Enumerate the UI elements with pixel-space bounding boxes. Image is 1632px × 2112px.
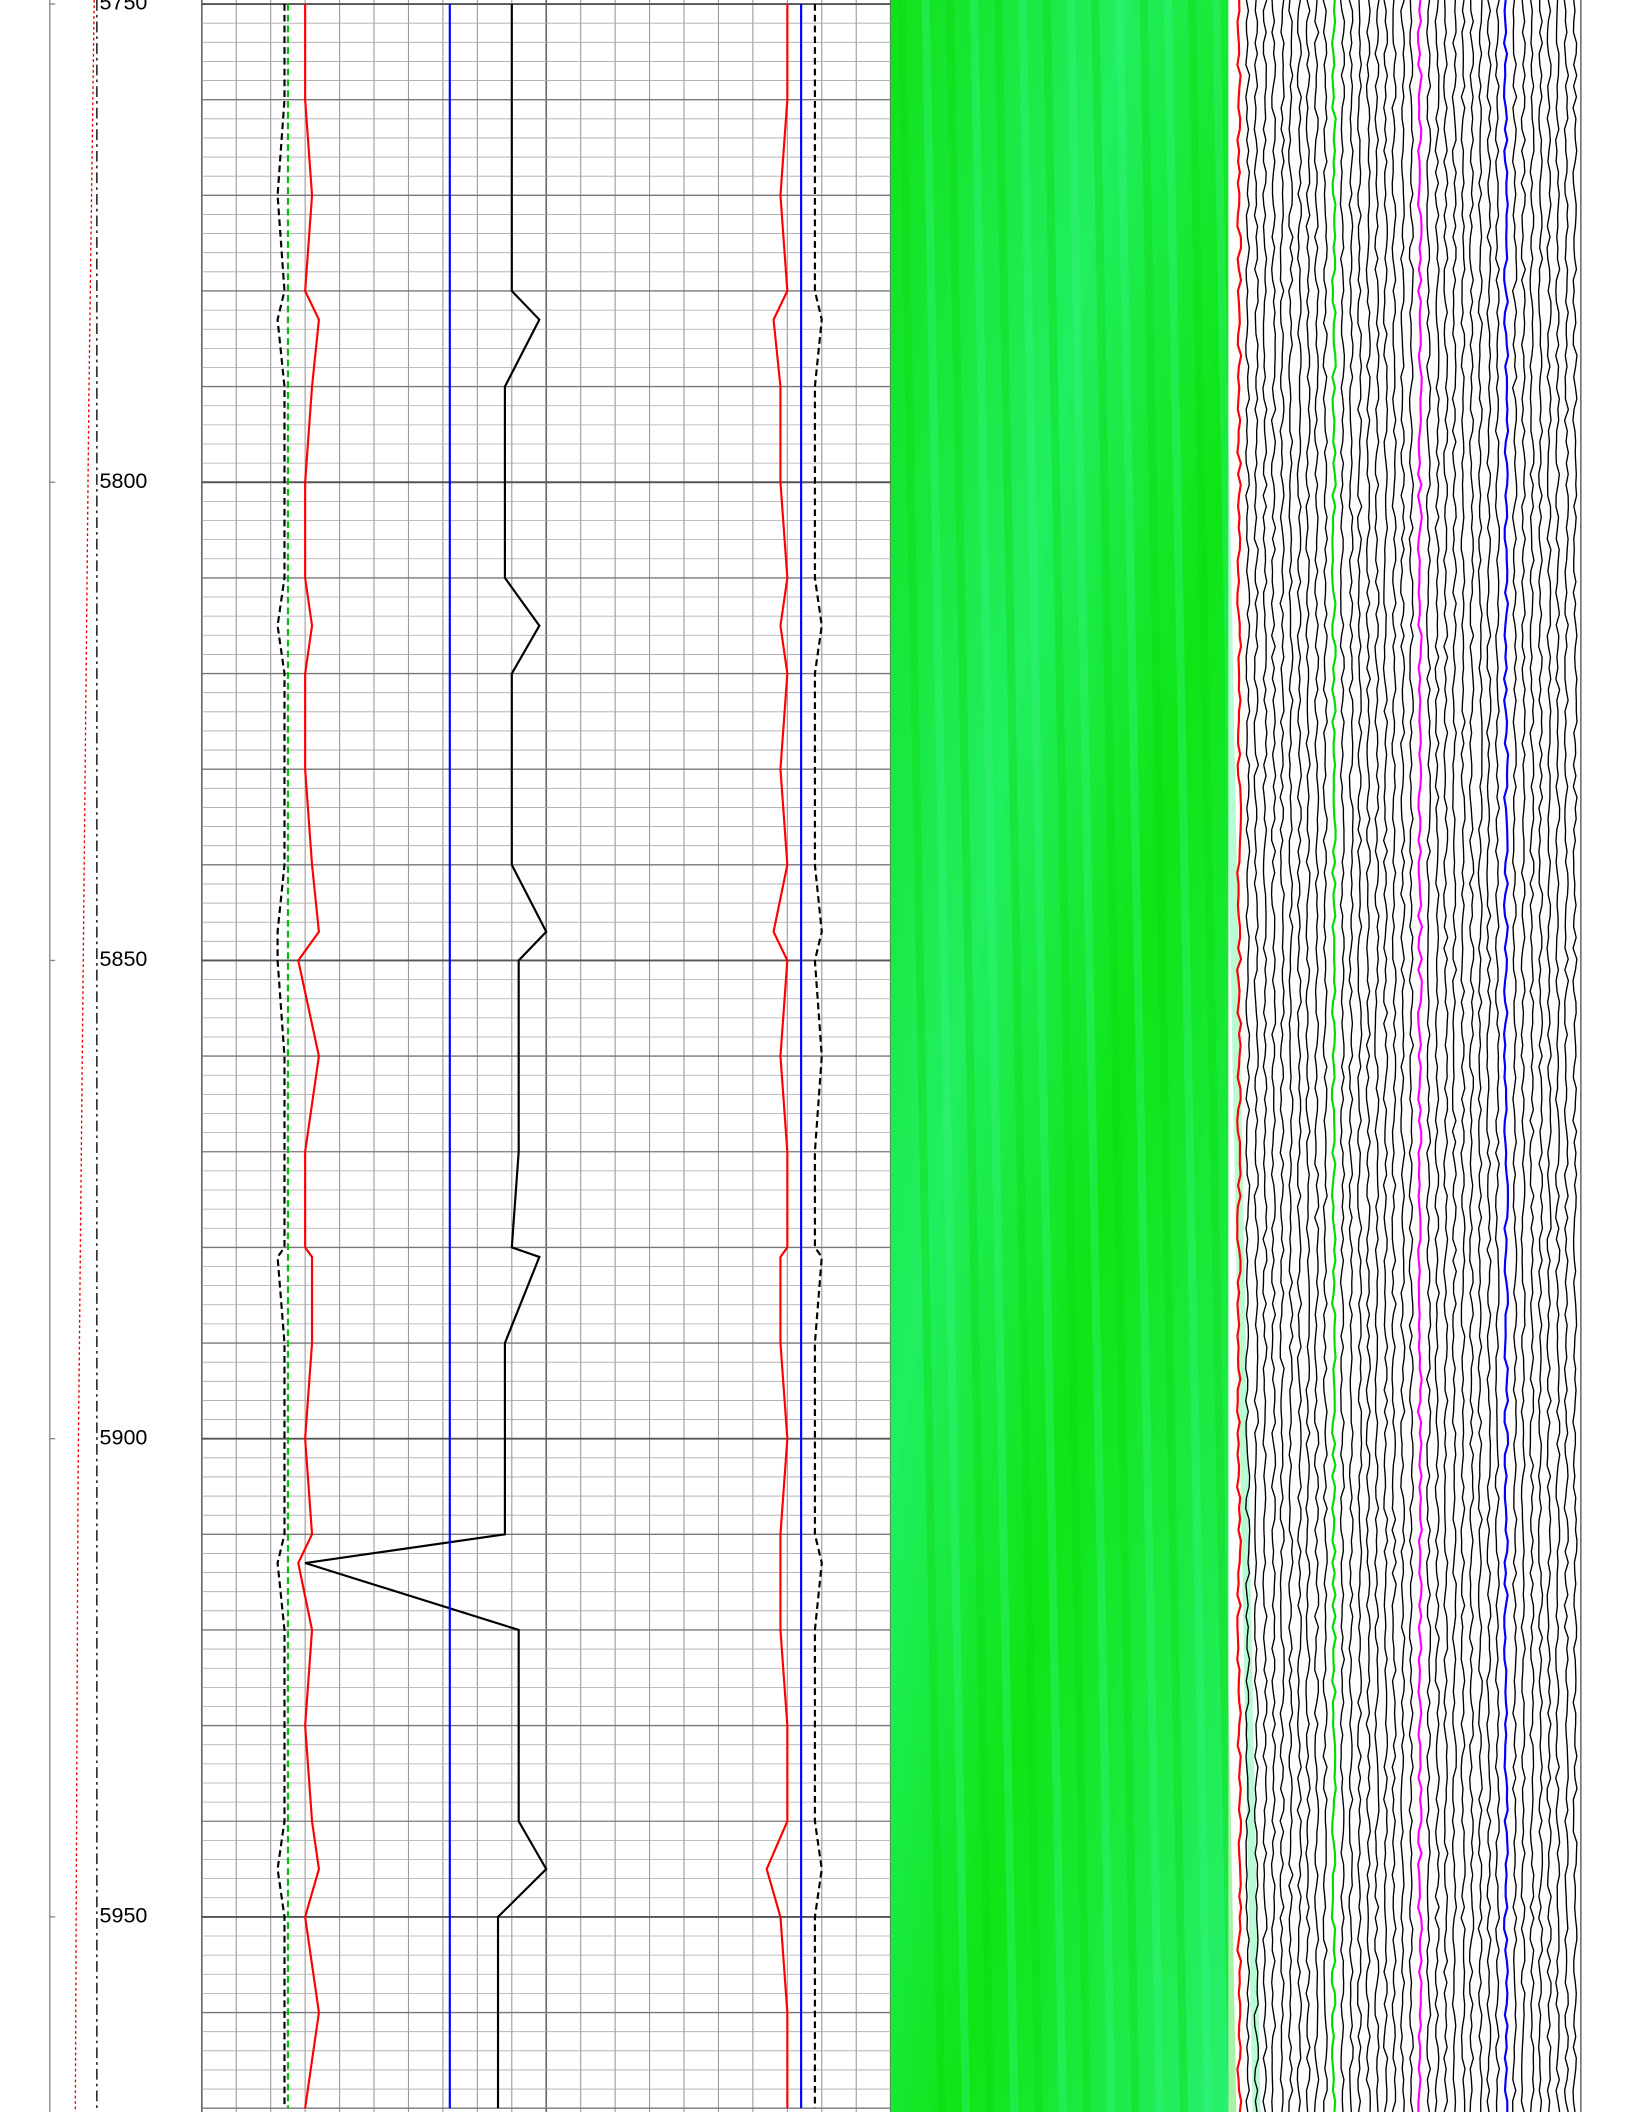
waveform-trace <box>1555 0 1561 2112</box>
waveform-trace <box>1494 0 1501 2112</box>
waveform-trace <box>1305 0 1311 2112</box>
waveform-trace <box>1253 0 1260 2112</box>
waveform-trace <box>1270 0 1277 2112</box>
waveform-trace <box>1408 0 1415 2112</box>
waveform-trace <box>1443 0 1449 2112</box>
waveform-trace <box>1296 0 1303 2112</box>
tension-curve <box>74 0 95 2112</box>
image-streak <box>945 0 995 2112</box>
image-streak <box>1018 0 1067 2112</box>
depth-label: 5950 <box>100 1904 148 1928</box>
waveform-trace <box>1477 0 1483 2112</box>
grid <box>49 0 892 2112</box>
waveform-trace <box>1460 0 1466 2112</box>
waveform-trace <box>1374 0 1380 2112</box>
image-track <box>890 0 1229 2112</box>
waveform-trace <box>1529 0 1535 2112</box>
image-streak <box>970 0 1019 2112</box>
image-streak <box>897 0 946 2112</box>
waveform-trace <box>1356 0 1363 2112</box>
image-streak <box>1042 0 1092 2112</box>
image-streak <box>1188 0 1237 2112</box>
waveform-trace <box>1546 0 1552 2112</box>
log-curve <box>304 4 548 2109</box>
waveform-trace <box>1572 0 1578 2112</box>
depth-label: 5800 <box>100 469 148 493</box>
image-streak <box>1139 0 1189 2112</box>
image-streak <box>994 0 1043 2112</box>
waveform-trace <box>1502 0 1510 2112</box>
waveform-trace <box>1416 0 1424 2112</box>
waveform-trace <box>1339 0 1346 2112</box>
log-curve <box>297 4 321 2109</box>
waveform-trace <box>1262 0 1268 2112</box>
image-streak <box>1115 0 1164 2112</box>
waveform-trace <box>1382 0 1389 2112</box>
depth-label: 5900 <box>100 1425 148 1449</box>
log-curve <box>276 4 286 2109</box>
waveform-trace <box>1511 0 1518 2112</box>
waveform-trace <box>1520 0 1527 2112</box>
waveform-trace <box>1245 0 1251 2112</box>
waveform-track <box>1236 0 1578 2112</box>
image-texture <box>897 0 1261 2112</box>
waveform-trace <box>1365 0 1372 2112</box>
waveform-trace <box>1486 0 1492 2112</box>
image-streak <box>1091 0 1140 2112</box>
waveform-trace <box>1322 0 1328 2112</box>
waveform-trace <box>1434 0 1440 2112</box>
waveform-trace <box>1330 0 1337 2112</box>
image-streak <box>921 0 971 2112</box>
waveform-trace <box>1537 0 1544 2112</box>
depth-label: 5850 <box>100 947 148 971</box>
waveform-trace <box>1279 0 1285 2112</box>
waveform-trace <box>1236 0 1243 2112</box>
log-curve <box>813 4 823 2109</box>
waveform-trace <box>1563 0 1570 2112</box>
waveform-trace <box>1391 0 1397 2112</box>
image-streak <box>1163 0 1213 2112</box>
waveform-trace <box>1468 0 1475 2112</box>
waveform-trace <box>1313 0 1320 2112</box>
waveform-trace <box>1288 0 1294 2112</box>
waveform-trace <box>1425 0 1432 2112</box>
image-streak <box>1066 0 1116 2112</box>
log-curve <box>765 4 789 2109</box>
image-streak <box>1212 0 1261 2112</box>
waveform-trace <box>1348 0 1354 2112</box>
waveform-trace <box>1400 0 1406 2112</box>
waveform-trace <box>1451 0 1458 2112</box>
depth-label: 5750 <box>100 0 148 15</box>
